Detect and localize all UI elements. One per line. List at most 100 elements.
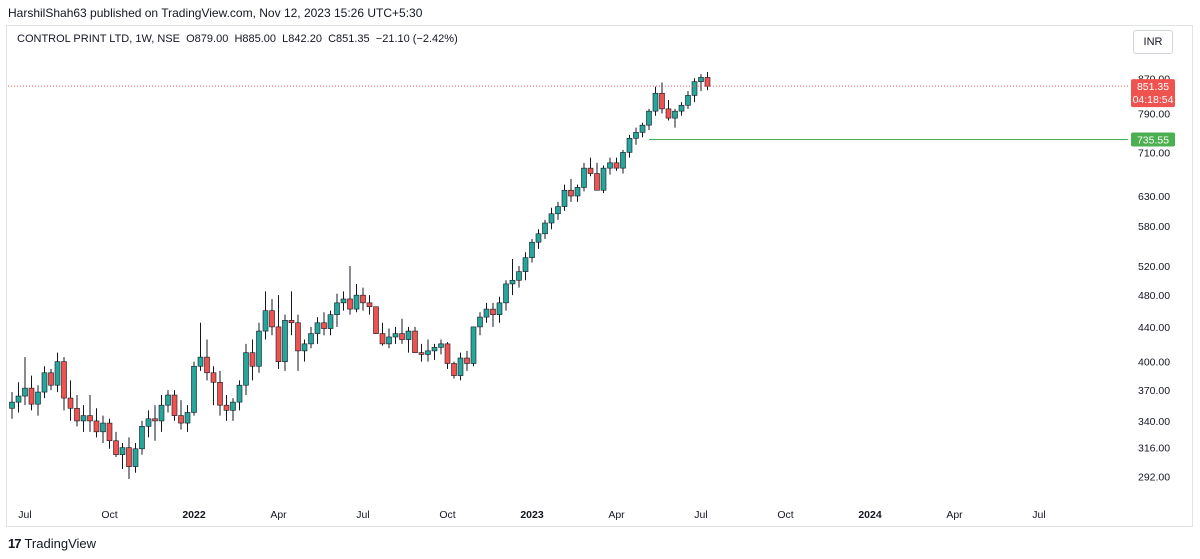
- candle-body-up: [529, 241, 535, 258]
- candle: [217, 370, 223, 416]
- candle-body-up: [581, 167, 587, 188]
- y-tick-label: 400.00: [1138, 357, 1170, 369]
- candle: [275, 295, 282, 370]
- symbol-name[interactable]: CONTROL PRINT LTD, 1W, NSE: [17, 33, 180, 45]
- candle: [678, 102, 685, 116]
- x-tick-label: 2022: [182, 509, 206, 521]
- candle-body-down: [28, 387, 35, 405]
- candle-body-up: [184, 412, 191, 424]
- candle-body-up: [509, 279, 516, 285]
- candle-body-up: [477, 316, 483, 328]
- candle-body-down: [275, 326, 282, 362]
- x-tick-label: Jul: [694, 509, 707, 521]
- candle-body-up: [100, 422, 106, 433]
- candle-body-up: [41, 372, 48, 393]
- y-axis[interactable]: 870.00790.00710.00630.00580.00520.00480.…: [1138, 73, 1170, 483]
- candle-body-up: [262, 310, 269, 332]
- currency-button[interactable]: INR: [1133, 30, 1173, 54]
- candle-body-up: [431, 347, 438, 352]
- candle: [652, 86, 659, 116]
- candle: [347, 265, 353, 315]
- candle: [295, 314, 301, 371]
- candle: [574, 184, 581, 202]
- candle-body-up: [555, 206, 561, 215]
- candle: [41, 366, 48, 399]
- candle-body-down: [171, 394, 178, 416]
- x-tick-label: Oct: [439, 509, 455, 521]
- candle-body-up: [548, 213, 555, 224]
- candle: [145, 410, 152, 438]
- candle: [542, 219, 548, 239]
- candle: [282, 314, 288, 371]
- candle: [236, 380, 243, 411]
- candle: [529, 238, 535, 263]
- y-tick-label: 580.00: [1138, 221, 1170, 233]
- candle-body-up: [678, 104, 685, 112]
- candle: [301, 339, 308, 362]
- candle-body-up: [236, 384, 243, 403]
- candle: [626, 134, 633, 158]
- candle: [672, 108, 678, 128]
- high-value: H885.00: [234, 33, 277, 45]
- candle-body-down: [399, 333, 405, 340]
- candle: [249, 339, 256, 381]
- change-value: −21.10 (−2.42%): [375, 33, 458, 45]
- candle: [178, 400, 184, 430]
- candle: [314, 317, 321, 344]
- candle-body-up: [230, 401, 236, 411]
- candle: [561, 184, 568, 211]
- footer-brand[interactable]: TradingView: [24, 536, 97, 551]
- candle: [399, 318, 405, 344]
- candle-body-down: [74, 407, 80, 422]
- last-price-tag-bg: [1131, 79, 1175, 108]
- candle-body-up: [470, 326, 477, 364]
- candle: [197, 322, 204, 371]
- candle: [620, 149, 626, 174]
- candle-body-down: [295, 322, 301, 352]
- x-tick-label: Apr: [608, 509, 625, 521]
- candle-body-down: [48, 372, 54, 386]
- candle-body-up: [620, 152, 626, 169]
- candle-body-down: [412, 330, 418, 353]
- candle-body-down: [444, 343, 451, 364]
- candle: [477, 312, 483, 336]
- candle-body-up: [607, 162, 613, 169]
- candle: [366, 295, 373, 315]
- candle: [171, 390, 178, 421]
- candle-body-down: [321, 322, 327, 329]
- candle-body-down: [659, 92, 665, 110]
- candle-body-up: [672, 110, 678, 119]
- candle-body-up: [386, 336, 392, 345]
- candle: [262, 291, 269, 340]
- support-price-label: 735.55: [1137, 135, 1169, 147]
- footer: 17 TradingView: [8, 536, 96, 551]
- candle: [288, 291, 295, 336]
- candle-body-up: [639, 124, 646, 133]
- candle: [113, 431, 119, 457]
- candle-body-down: [373, 306, 379, 334]
- candle-body-down: [464, 357, 470, 364]
- candle-body-up: [191, 365, 197, 413]
- candle: [451, 361, 457, 379]
- candle: [126, 437, 132, 479]
- publish-header: HarshilShah63 published on TradingView.c…: [8, 6, 423, 20]
- candle-body-up: [15, 395, 22, 403]
- x-axis[interactable]: Jul Oct 2022 Apr Jul Oct 2023 Apr Jul Oct 2024 Apr J…: [18, 509, 1045, 521]
- tradingview-logo-icon[interactable]: 17: [8, 536, 22, 551]
- candle: [470, 326, 477, 367]
- candle-body-down: [67, 397, 74, 409]
- chart-frame: [6, 25, 1193, 527]
- candle-body-down: [126, 447, 132, 467]
- candle: [633, 127, 639, 145]
- candle-body-up: [197, 356, 204, 367]
- candles-group: [9, 72, 711, 479]
- countdown-label: 04:18:54: [1133, 94, 1174, 106]
- candle: [412, 326, 418, 353]
- candle-body-up: [600, 167, 607, 191]
- candle-body-down: [249, 352, 256, 367]
- candle-body-down: [223, 404, 230, 411]
- candle: [119, 443, 126, 470]
- candle: [74, 395, 80, 427]
- candle: [548, 207, 555, 230]
